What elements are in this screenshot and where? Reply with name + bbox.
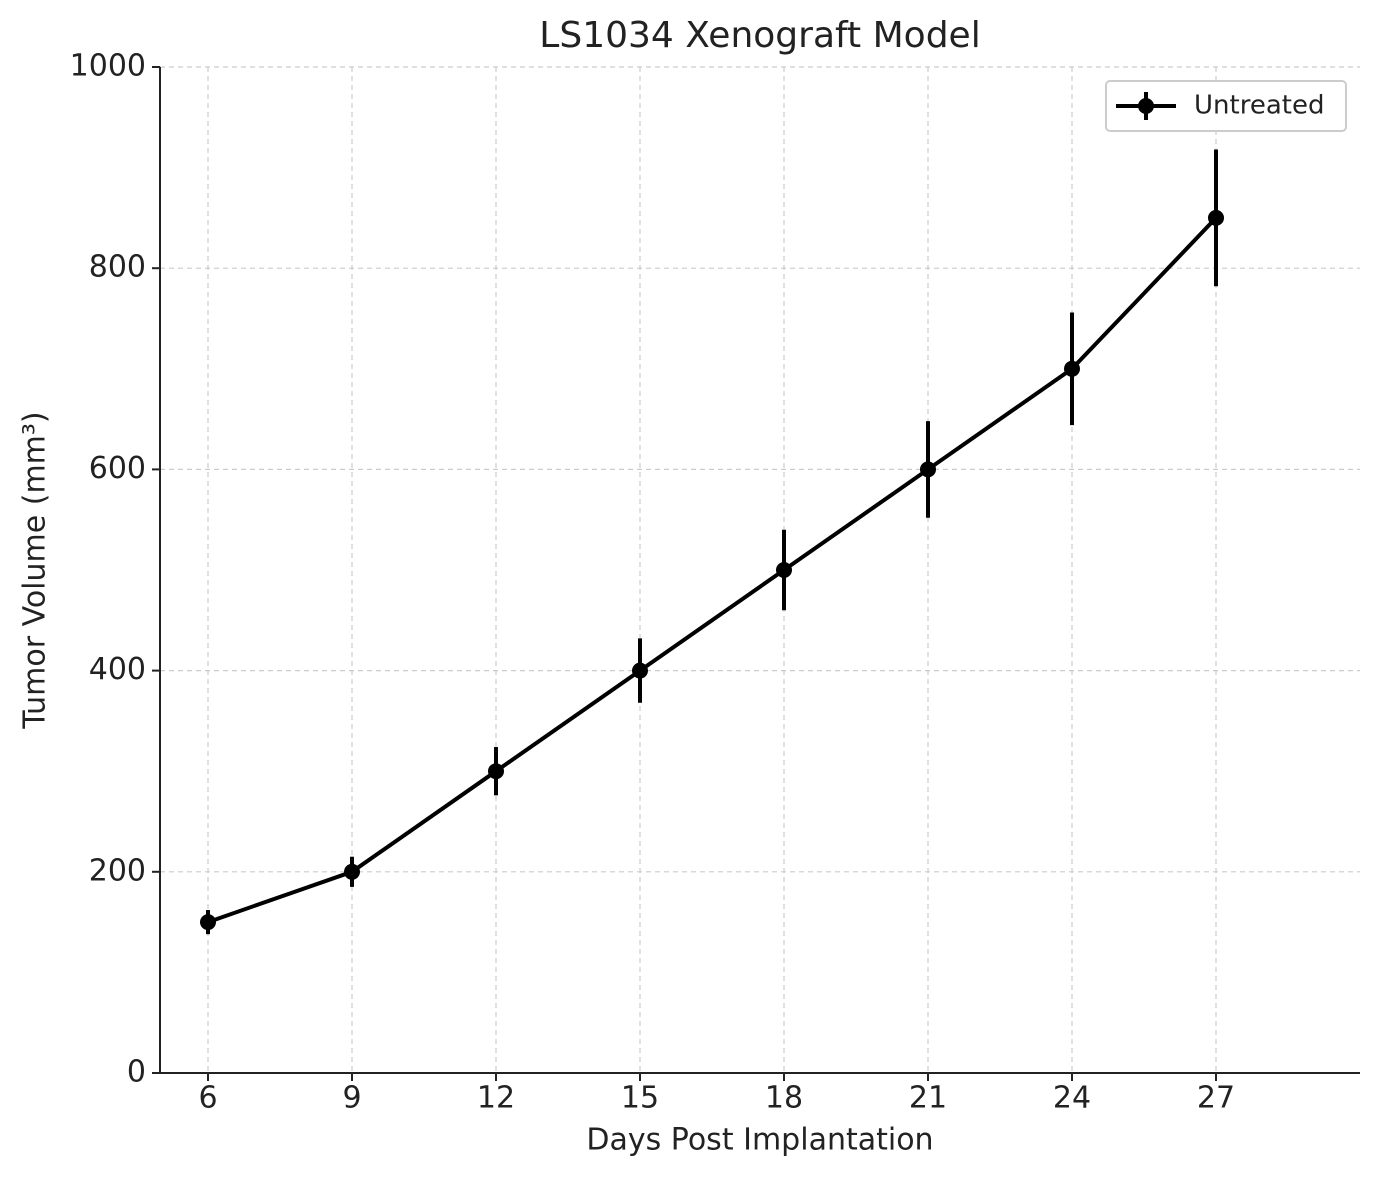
data-point xyxy=(632,662,648,679)
x-tick-label: 15 xyxy=(621,1081,659,1116)
x-tick-label: 21 xyxy=(909,1081,947,1116)
data-point xyxy=(488,763,504,780)
data-point xyxy=(1064,360,1080,377)
x-tick-label: 12 xyxy=(477,1081,515,1116)
data-point xyxy=(776,562,792,578)
chart-title: LS1034 Xenograft Model xyxy=(539,15,980,56)
y-tick-label: 800 xyxy=(89,250,146,285)
y-tick-label: 600 xyxy=(89,451,146,486)
x-tick-label: 24 xyxy=(1053,1081,1091,1116)
x-tick-label: 18 xyxy=(765,1081,803,1116)
y-tick-label: 200 xyxy=(89,853,146,888)
data-point xyxy=(1208,209,1224,226)
legend-marker xyxy=(1138,98,1154,114)
y-tick-label: 400 xyxy=(89,652,146,687)
data-point xyxy=(344,863,360,880)
y-tick-label: 1000 xyxy=(70,49,146,84)
legend-label: Untreated xyxy=(1194,91,1324,121)
x-tick-label: 27 xyxy=(1197,1081,1235,1116)
data-line xyxy=(207,216,1218,924)
data-point xyxy=(920,461,936,478)
x-tick-label: 9 xyxy=(342,1081,361,1116)
x-axis-label: Days Post Implantation xyxy=(586,1123,933,1158)
legend-box xyxy=(1105,80,1347,132)
data-point xyxy=(200,914,216,931)
y-tick-label: 0 xyxy=(127,1055,146,1090)
y-axis-label: Tumor Volume (mm³) xyxy=(18,411,53,729)
x-tick-label: 6 xyxy=(198,1081,217,1116)
